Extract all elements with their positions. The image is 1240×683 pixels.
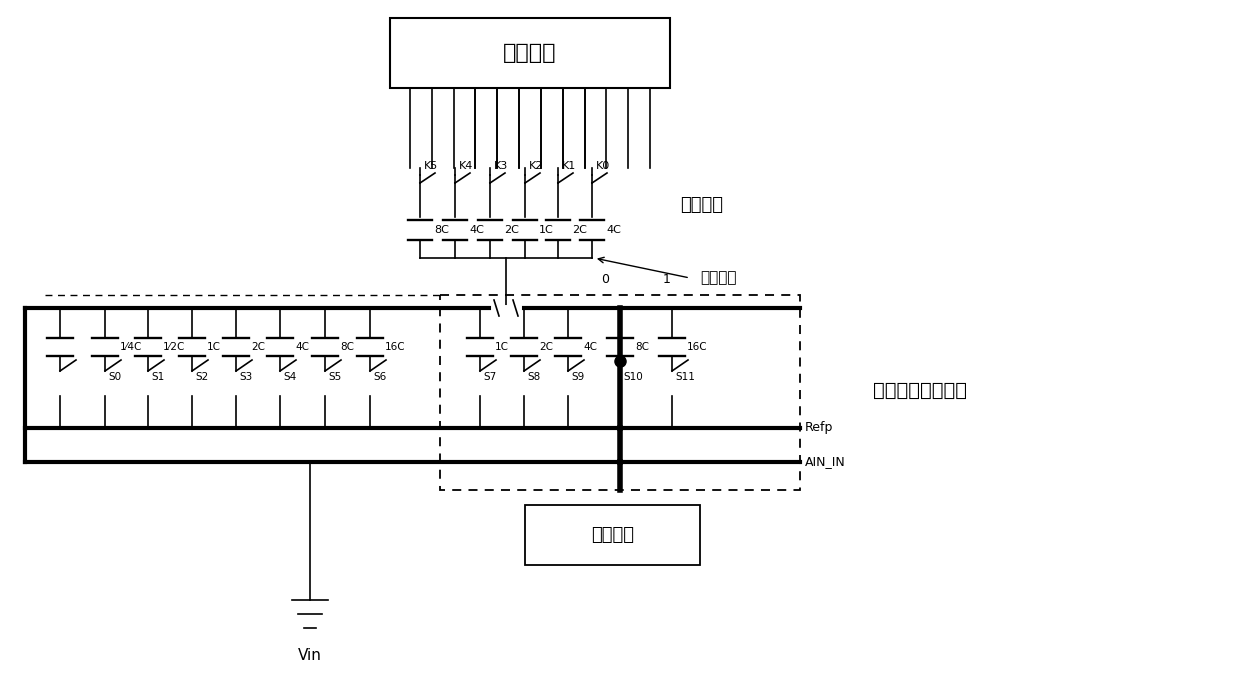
- Text: K3: K3: [494, 161, 508, 171]
- Text: 16C: 16C: [687, 342, 708, 352]
- Text: 1⁄2C: 1⁄2C: [162, 342, 185, 352]
- Text: 8C: 8C: [340, 342, 353, 352]
- Text: 衰减电容: 衰减电容: [701, 270, 737, 285]
- Text: 2C: 2C: [539, 342, 553, 352]
- Text: S3: S3: [239, 372, 252, 382]
- Bar: [440, 295, 800, 490]
- Text: 开关控制: 开关控制: [591, 526, 634, 544]
- Text: 寄存器组: 寄存器组: [503, 43, 557, 63]
- Text: Refp: Refp: [805, 421, 833, 434]
- Text: 2C: 2C: [503, 225, 518, 235]
- Text: S10: S10: [622, 372, 642, 382]
- Text: 1C: 1C: [495, 342, 508, 352]
- Text: 0: 0: [601, 273, 609, 286]
- Text: K5: K5: [424, 161, 438, 171]
- Text: 4C: 4C: [469, 225, 484, 235]
- Text: 1C: 1C: [539, 225, 554, 235]
- Text: 8C: 8C: [434, 225, 449, 235]
- Text: 修调阵列: 修调阵列: [680, 196, 723, 214]
- Text: 4C: 4C: [583, 342, 596, 352]
- Text: S7: S7: [484, 372, 496, 382]
- Text: Vin: Vin: [298, 648, 322, 663]
- Bar: [525, 505, 701, 565]
- Bar: [391, 18, 670, 88]
- Text: S0: S0: [108, 372, 122, 382]
- Text: 2C: 2C: [572, 225, 587, 235]
- Text: S8: S8: [527, 372, 541, 382]
- Text: K0: K0: [596, 161, 610, 171]
- Text: 4C: 4C: [606, 225, 621, 235]
- Text: S4: S4: [283, 372, 296, 382]
- Text: S6: S6: [373, 372, 386, 382]
- Text: S9: S9: [570, 372, 584, 382]
- Text: 1⁄4C: 1⁄4C: [120, 342, 143, 352]
- Text: K1: K1: [562, 161, 577, 171]
- Text: S1: S1: [151, 372, 164, 382]
- Text: 8C: 8C: [635, 342, 649, 352]
- Text: 4C: 4C: [295, 342, 309, 352]
- Text: 待修调主电容阵列: 待修调主电容阵列: [873, 380, 967, 400]
- Text: 2C: 2C: [250, 342, 265, 352]
- Text: S2: S2: [195, 372, 208, 382]
- Text: AIN_IN: AIN_IN: [805, 456, 846, 469]
- Text: S11: S11: [675, 372, 694, 382]
- Text: S5: S5: [329, 372, 341, 382]
- Text: 16C: 16C: [384, 342, 405, 352]
- Text: 1: 1: [663, 273, 671, 286]
- Text: K4: K4: [459, 161, 474, 171]
- Text: K2: K2: [529, 161, 543, 171]
- Text: 1C: 1C: [207, 342, 221, 352]
